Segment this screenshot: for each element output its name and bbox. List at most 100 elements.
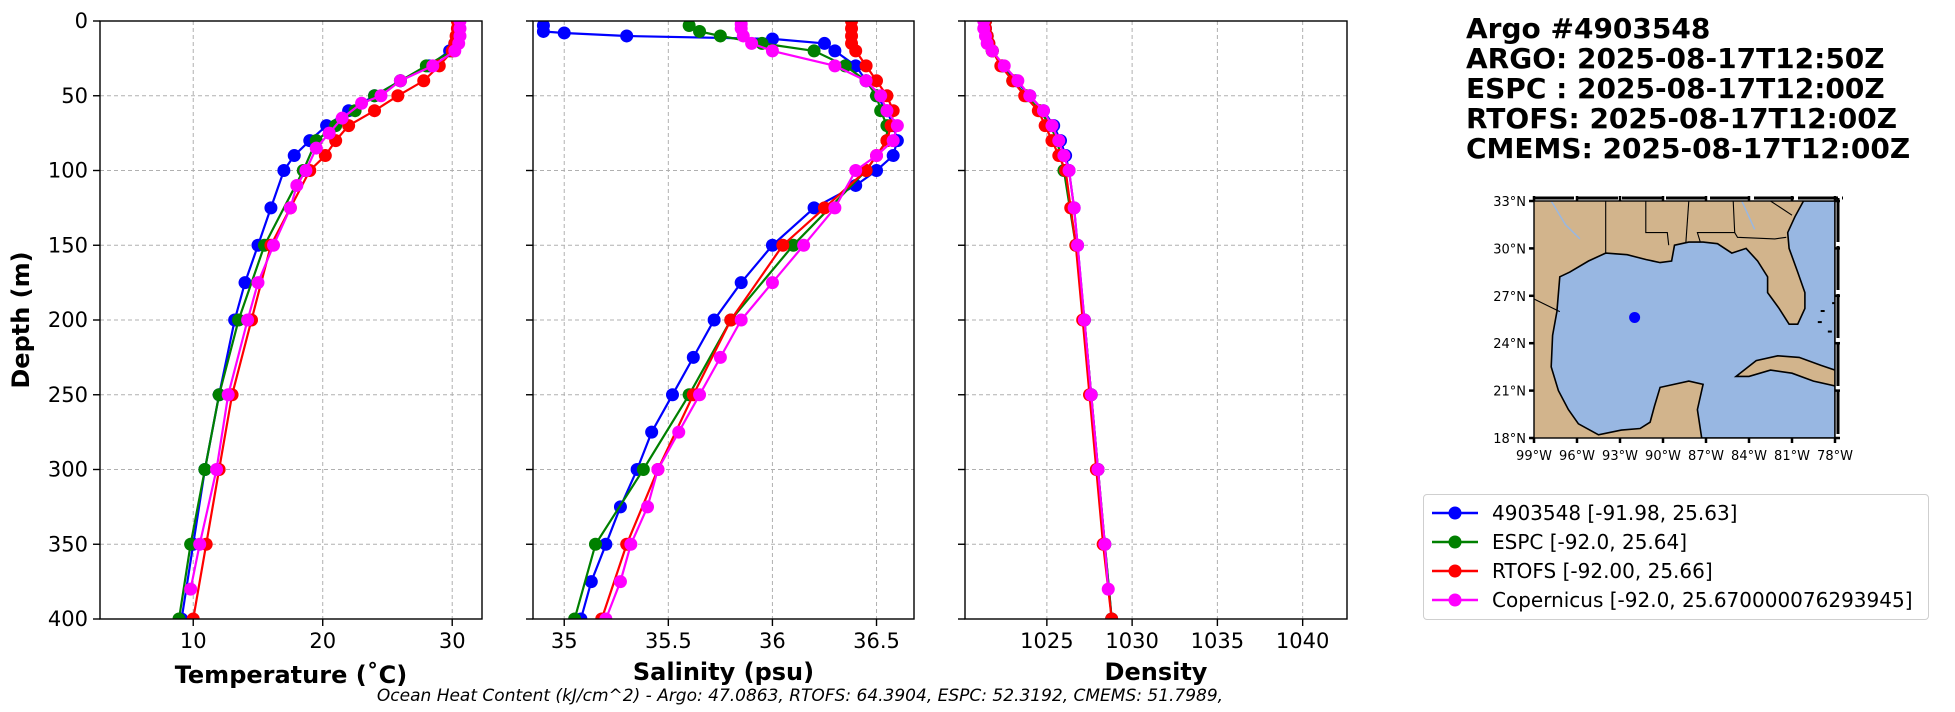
data-point-4903548 <box>870 164 884 177</box>
data-point-copernicus <box>874 89 888 103</box>
y-tick-label: 400 <box>48 607 88 631</box>
data-point-copernicus <box>355 96 369 110</box>
data-point-copernicus <box>849 164 863 177</box>
map-lon-label: 93°W <box>1602 449 1638 464</box>
panel-salinity: 35 35.5 36 36.5 Salinity (psu) <box>526 20 915 686</box>
title-line-argo-time: ARGO: 2025-08-17T12:50Z <box>1466 42 1885 75</box>
y-tick-label: 200 <box>48 308 88 332</box>
data-point-espc <box>636 463 650 476</box>
data-point-espc <box>682 21 696 32</box>
profile-panels: 0 50 100 150 200 250 300 350 400 10 20 30 Temperatur… <box>7 9 1348 689</box>
legend-marker-espc <box>1432 535 1478 549</box>
map-ticks <box>1529 196 1840 443</box>
map-border <box>1645 201 1670 246</box>
legend-label-argo: 4903548 [-91.98, 25.63] <box>1492 501 1738 525</box>
data-point-copernicus <box>322 126 336 140</box>
y-tick-label: 0 <box>75 9 88 33</box>
data-point-copernicus <box>1077 313 1091 327</box>
y-axis-label: Depth (m) <box>7 251 35 388</box>
x-axis-label: Temperature (˚C) <box>175 661 408 689</box>
data-point-4903548 <box>287 149 301 163</box>
data-point-copernicus <box>1098 537 1112 551</box>
panel-density: 1025 1030 1035 1040 Density <box>958 20 1348 686</box>
data-point-4903548 <box>264 201 278 215</box>
data-point-copernicus <box>210 463 224 476</box>
data-point-copernicus <box>613 575 627 589</box>
series-group <box>536 21 904 619</box>
data-point-4903548 <box>599 537 613 551</box>
gridlines <box>533 20 914 620</box>
title-line-cmems-time: CMEMS: 2025-08-17T12:00Z <box>1466 132 1911 165</box>
data-point-copernicus <box>221 388 235 402</box>
map-body <box>1534 201 1835 438</box>
map-lon-label: 81°W <box>1774 449 1810 464</box>
legend-entry-copernicus: Copernicus [-92.0, 25.670000076293945] <box>1424 586 1913 614</box>
data-point-rtofs <box>417 74 431 88</box>
data-point-copernicus <box>797 238 811 252</box>
x-tick-label: 35.5 <box>645 629 692 653</box>
data-point-4903548 <box>665 388 679 402</box>
data-point-copernicus <box>651 463 665 476</box>
data-point-copernicus <box>624 537 638 551</box>
map-border <box>1770 201 1793 216</box>
y-tick-label: 100 <box>48 159 88 183</box>
x-tick-label: 1035 <box>1191 629 1244 653</box>
x-tick-label: 35 <box>551 629 578 653</box>
data-point-copernicus <box>734 313 748 327</box>
data-point-4903548 <box>557 26 571 40</box>
data-point-4903548 <box>807 201 821 215</box>
map-lon-label: 78°W <box>1817 449 1853 464</box>
map-border <box>1534 298 1561 313</box>
data-point-copernicus <box>1011 74 1025 88</box>
map-lat-label: 21°N <box>1493 385 1526 400</box>
legend-entry-rtofs: RTOFS [-92.00, 25.66] <box>1424 557 1713 585</box>
x-tick-label: 1040 <box>1276 629 1329 653</box>
data-point-4903548 <box>886 149 900 163</box>
x-tick-label: 1030 <box>1105 629 1158 653</box>
data-point-4903548 <box>620 29 634 43</box>
map-river <box>1741 201 1756 230</box>
map-lon-label: 99°W <box>1516 449 1552 464</box>
data-point-copernicus <box>828 59 842 73</box>
data-point-espc <box>588 537 602 551</box>
data-point-4903548 <box>645 425 659 439</box>
map-island <box>1832 302 1835 305</box>
data-point-4903548 <box>277 164 291 177</box>
data-point-4903548 <box>536 24 550 38</box>
data-point-copernicus <box>1071 238 1085 252</box>
map-lon-label: 96°W <box>1559 449 1595 464</box>
map-lon-label: 84°W <box>1731 449 1767 464</box>
x-axis-label: Salinity (psu) <box>633 658 814 686</box>
x-tick-label: 20 <box>309 629 336 653</box>
y-tick-label: 50 <box>61 84 88 108</box>
data-point-rtofs <box>849 44 863 58</box>
data-point-rtofs <box>859 59 873 73</box>
data-point-copernicus <box>251 276 265 290</box>
map-island <box>1820 310 1825 313</box>
data-point-rtofs <box>817 201 831 215</box>
data-point-copernicus <box>713 350 727 364</box>
gridlines <box>100 20 482 620</box>
title-line-espc-time: ESPC : 2025-08-17T12:00Z <box>1466 72 1885 105</box>
data-point-copernicus <box>267 238 281 252</box>
data-point-rtofs <box>870 74 884 88</box>
data-point-copernicus <box>765 44 779 58</box>
data-point-copernicus <box>672 425 686 439</box>
data-point-copernicus <box>859 74 873 88</box>
map-lat-label: 18°N <box>1493 432 1526 447</box>
data-point-espc <box>172 612 186 619</box>
data-point-rtofs <box>724 313 738 327</box>
data-point-rtofs <box>368 104 382 118</box>
data-point-copernicus <box>886 134 900 148</box>
x-tick-label: 1025 <box>1020 629 1073 653</box>
data-point-copernicus <box>693 388 707 402</box>
data-point-4903548 <box>765 32 779 46</box>
data-point-4903548 <box>817 36 831 50</box>
data-point-espc <box>568 612 582 619</box>
data-point-copernicus <box>193 537 207 551</box>
map-river <box>1550 201 1581 240</box>
data-point-espc <box>807 44 821 58</box>
series-group <box>172 21 467 619</box>
ohc-footer: Ocean Heat Content (kJ/cm^2) - Argo: 47.… <box>376 686 1224 706</box>
